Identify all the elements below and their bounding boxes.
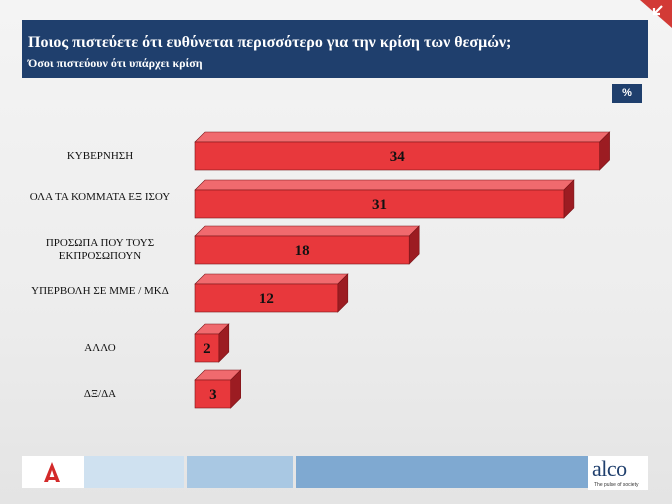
bar-front-face — [194, 141, 600, 171]
bar-top-face — [194, 131, 611, 143]
bar-4: 12 — [194, 273, 349, 313]
bar-value-label: 31 — [372, 197, 387, 213]
alpha-logo — [22, 456, 84, 488]
bar-front-face — [194, 333, 220, 363]
bar-top-face — [194, 225, 420, 237]
bar-5: 2 — [194, 323, 230, 363]
bar-value-label: 18 — [295, 243, 310, 259]
bar-value-label: 2 — [203, 341, 211, 357]
bar-value-label: 3 — [209, 387, 217, 403]
footer-strip: alco The pulse of society — [22, 456, 648, 492]
category-label: ΥΠΕΡΒΟΛΗ ΣΕ ΜΜΕ / ΜΚΔ — [31, 285, 169, 297]
chart-subtitle: Όσοι πιστεύουν ότι υπάρχει κρίση — [28, 56, 203, 70]
bar-2: 31 — [194, 179, 575, 219]
unit-badge: % — [612, 84, 642, 103]
footer-segment-3 — [296, 456, 588, 488]
bar-top-face — [194, 273, 349, 285]
bar-3: 18 — [194, 225, 420, 265]
bar-front-face — [194, 283, 339, 313]
bar-top-face — [194, 179, 575, 191]
bar-1: 34 — [194, 131, 611, 171]
category-label: ΠΡΟΣΩΠΑ ΠΟΥ ΤΟΥΣ ΕΚΠΡΟΣΩΠΟΥΝ — [45, 237, 155, 262]
bar-front-face — [194, 189, 565, 219]
alco-brand: alco — [592, 456, 627, 481]
footer-segment-2 — [187, 456, 293, 488]
alco-logo: alco The pulse of society — [588, 456, 648, 490]
bar-front-face — [194, 379, 232, 409]
alco-tagline: The pulse of society — [594, 482, 639, 488]
bar-front-face — [194, 235, 410, 265]
footer-segment-1 — [84, 456, 184, 488]
alpha-logo-icon — [44, 462, 60, 482]
category-label: ΑΛΛΟ — [84, 341, 116, 354]
category-label: ΔΞ/ΔΑ — [83, 387, 117, 400]
bar-6: 3 — [194, 369, 242, 409]
chart-header: Ποιος πιστεύετε ότι ευθύνεται περισσότερ… — [22, 20, 648, 78]
chart-title: Ποιος πιστεύετε ότι ευθύνεται περισσότερ… — [28, 34, 512, 51]
category-label: ΚΥΒΕΡΝΗΣΗ — [66, 149, 134, 162]
bar-value-label: 12 — [259, 291, 274, 307]
collapse-arrow-icon[interactable] — [640, 0, 672, 28]
category-label: ΟΛΑ ΤΑ ΚΟΜΜΑΤΑ ΕΞ ΙΣΟΥ — [29, 191, 171, 203]
bar-value-label: 34 — [390, 149, 406, 165]
